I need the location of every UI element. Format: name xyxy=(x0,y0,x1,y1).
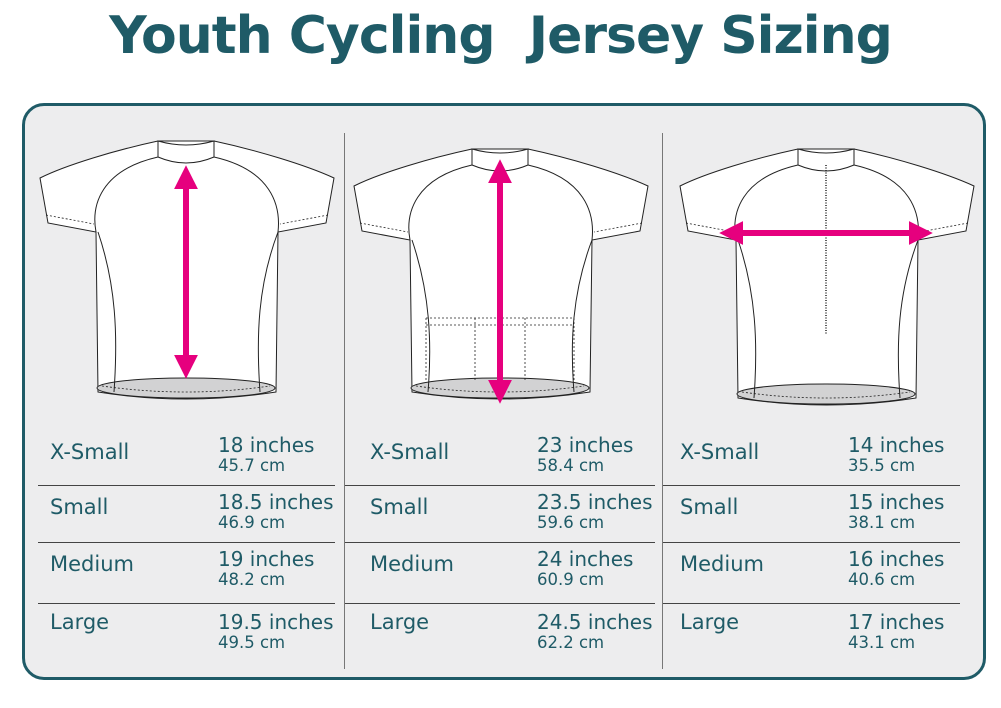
cm-value: 59.6 cm xyxy=(537,513,605,532)
row-divider xyxy=(663,485,960,486)
row-divider xyxy=(663,542,960,543)
cm-value: 40.6 cm xyxy=(848,570,916,589)
cm-value: 46.9 cm xyxy=(218,513,286,532)
row-divider xyxy=(38,542,335,543)
measurement-value: 14 inches 35.5 cm xyxy=(848,434,944,475)
measurement-value: 17 inches 43.1 cm xyxy=(848,611,944,652)
inches-value: 19 inches xyxy=(218,547,315,571)
size-label: Large xyxy=(680,610,740,634)
jersey-hem xyxy=(736,383,916,405)
row-divider xyxy=(345,485,655,486)
measurement-value: 18.5 inches 46.9 cm xyxy=(218,491,334,532)
cm-value: 62.2 cm xyxy=(537,633,605,652)
jersey-hem xyxy=(96,377,276,399)
cm-value: 48.2 cm xyxy=(218,570,286,589)
size-label: Medium xyxy=(680,552,764,576)
row-divider xyxy=(345,542,655,543)
size-label: X-Small xyxy=(50,440,130,464)
cm-value: 58.4 cm xyxy=(537,456,605,475)
inches-value: 19.5 inches xyxy=(218,610,334,634)
row-divider xyxy=(38,485,335,486)
side-panel-seams xyxy=(411,239,593,393)
size-label: Small xyxy=(680,495,739,519)
column-divider xyxy=(662,133,663,669)
size-label: X-Small xyxy=(370,440,450,464)
inches-value: 15 inches xyxy=(848,490,945,514)
cm-value: 43.1 cm xyxy=(848,633,916,652)
cm-value: 38.1 cm xyxy=(848,513,916,532)
side-panel-seams xyxy=(97,231,279,393)
cm-value: 49.5 cm xyxy=(218,633,286,652)
measurement-value: 18 inches 45.7 cm xyxy=(218,434,314,475)
row-divider xyxy=(38,603,335,604)
page-title: Youth Cycling Jersey Sizing xyxy=(109,6,893,66)
size-label: Large xyxy=(50,610,110,634)
measurement-value: 19 inches 48.2 cm xyxy=(218,548,314,589)
cm-value: 35.5 cm xyxy=(848,456,916,475)
stitching xyxy=(45,214,329,393)
size-label: Large xyxy=(370,610,430,634)
inches-value: 17 inches xyxy=(848,610,945,634)
inches-value: 18.5 inches xyxy=(218,490,334,514)
size-label: Medium xyxy=(370,552,454,576)
raglan-seams xyxy=(94,156,279,233)
row-divider xyxy=(663,603,960,604)
side-panel-seams xyxy=(737,239,919,399)
inches-value: 14 inches xyxy=(848,433,945,457)
measurement-value: 15 inches 38.1 cm xyxy=(848,491,944,532)
jersey-outline xyxy=(679,148,975,406)
raglan-seams xyxy=(408,164,593,241)
back-pockets xyxy=(425,317,575,382)
measurement-value: 19.5 inches 49.5 cm xyxy=(218,611,334,652)
measurement-value: 24.5 inches 62.2 cm xyxy=(537,611,653,652)
inches-value: 23 inches xyxy=(537,433,634,457)
size-label: Small xyxy=(50,495,109,519)
inches-value: 18 inches xyxy=(218,433,315,457)
measurement-value: 23.5 inches 59.6 cm xyxy=(537,491,653,532)
size-label: Small xyxy=(370,495,429,519)
inches-value: 24 inches xyxy=(537,547,634,571)
size-label: X-Small xyxy=(680,440,760,464)
measurement-value: 16 inches 40.6 cm xyxy=(848,548,944,589)
cm-value: 45.7 cm xyxy=(218,456,286,475)
inches-value: 16 inches xyxy=(848,547,945,571)
measurement-value: 24 inches 60.9 cm xyxy=(537,548,633,589)
column-divider xyxy=(344,133,345,669)
inches-value: 24.5 inches xyxy=(537,610,653,634)
cm-value: 60.9 cm xyxy=(537,570,605,589)
measurement-value: 23 inches 58.4 cm xyxy=(537,434,633,475)
row-divider xyxy=(345,603,655,604)
size-label: Medium xyxy=(50,552,134,576)
inches-value: 23.5 inches xyxy=(537,490,653,514)
